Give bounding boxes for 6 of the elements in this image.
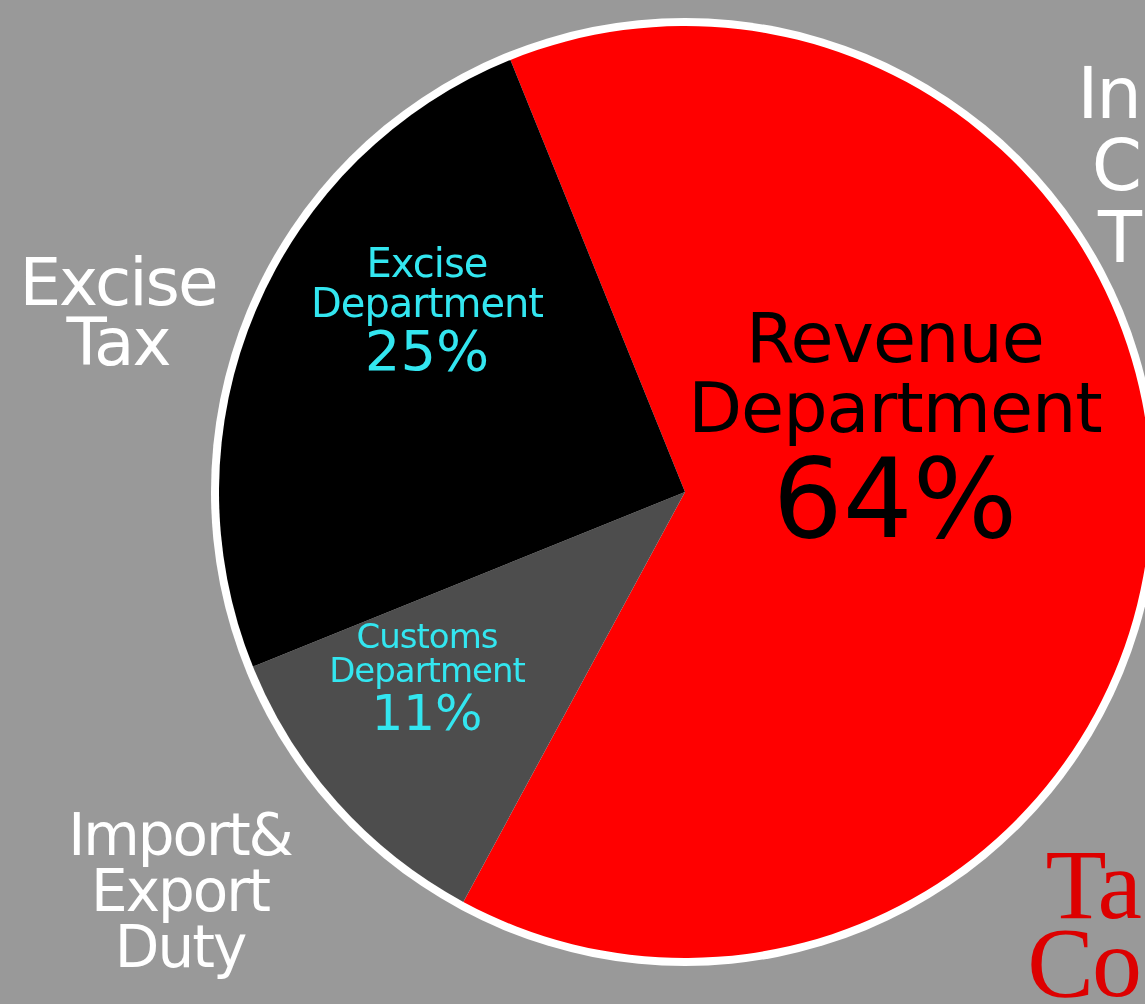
text: Excise Tax xyxy=(19,244,217,381)
text: Ta Co xyxy=(1027,829,1142,1004)
slice-label: Customs Department xyxy=(329,616,526,690)
text: In C T xyxy=(1077,51,1144,279)
slice-label: Excise Department xyxy=(310,240,544,326)
text: Import& Export Duty xyxy=(68,801,293,981)
